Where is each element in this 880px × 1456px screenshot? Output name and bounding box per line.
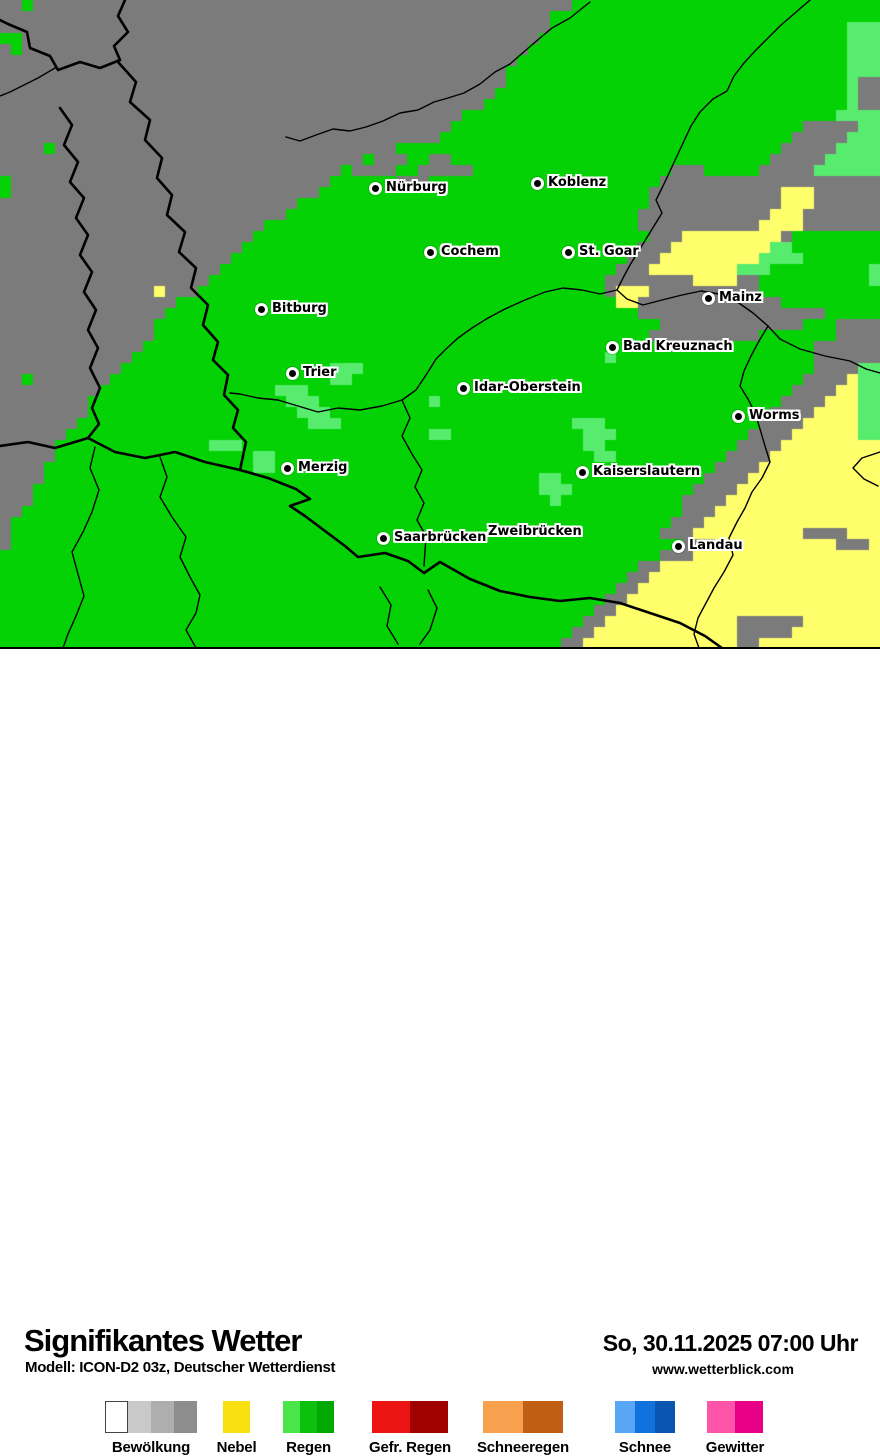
border-line	[379, 586, 399, 645]
city-label: Bad Kreuznach	[623, 339, 733, 354]
weather-map: Nürburg Koblenz Cochem St. Goar Bitburg Mainz…	[0, 0, 880, 649]
city-dot-icon	[457, 382, 470, 395]
city-dot-icon	[255, 303, 268, 316]
city-label: Trier	[303, 365, 337, 380]
legend-swatch	[635, 1401, 655, 1433]
legend-swatch	[615, 1401, 635, 1433]
legend: Bewölkung Nebel Regen Gefr. Regen Schneerege…	[0, 649, 880, 1456]
border-line	[62, 446, 100, 647]
border-line	[58, 106, 102, 440]
legend-swatch	[128, 1401, 151, 1433]
legend-swatch	[483, 1401, 523, 1433]
border-line	[0, 0, 130, 72]
border-line	[693, 325, 771, 647]
legend-swatch	[223, 1401, 250, 1433]
city-dot-icon	[286, 367, 299, 380]
city-dot-icon	[576, 466, 589, 479]
city-dot-icon	[531, 177, 544, 190]
border-line	[852, 451, 880, 487]
city-dot-icon	[672, 540, 685, 553]
legend-swatch	[105, 1401, 128, 1433]
legend-swatch	[735, 1401, 763, 1433]
website-url: www.wetterblick.com	[652, 1361, 794, 1377]
legend-swatch	[707, 1401, 735, 1433]
legend-swatch	[283, 1401, 300, 1433]
legend-label: Gewitter	[705, 1439, 765, 1456]
legend-label: Schneeregen	[476, 1439, 569, 1456]
legend-swatch	[410, 1401, 448, 1433]
legend-swatch	[174, 1401, 197, 1433]
city-dot-icon	[562, 246, 575, 259]
legend-swatch	[317, 1401, 334, 1433]
legend-swatch	[523, 1401, 563, 1433]
border-line	[779, 338, 880, 374]
city-label: Idar-Oberstein	[474, 380, 581, 395]
border-line	[285, 1, 591, 142]
city-label: Landau	[689, 538, 743, 553]
map-footer: Signifikantes Wetter So, 30.11.2025 07:0…	[0, 649, 880, 1456]
city-label: Saarbrücken	[394, 530, 487, 545]
city-label: St. Goar	[579, 244, 639, 259]
city-label: Merzig	[298, 460, 348, 475]
border-lines	[0, 0, 880, 647]
border-line	[0, 67, 56, 97]
city-label: Mainz	[719, 290, 762, 305]
city-dot-icon	[606, 341, 619, 354]
city-label: Nürburg	[386, 180, 447, 195]
border-line	[419, 589, 438, 645]
border-line	[616, 0, 811, 340]
border-line	[159, 456, 201, 647]
city-label: Worms	[749, 408, 800, 423]
city-label: Zweibrücken	[488, 524, 582, 539]
legend-swatch	[151, 1401, 174, 1433]
city-dot-icon	[377, 532, 390, 545]
border-line	[229, 287, 618, 413]
border-line	[401, 399, 427, 567]
city-dot-icon	[732, 410, 745, 423]
city-dot-icon	[281, 462, 294, 475]
legend-swatch	[372, 1401, 410, 1433]
forecast-datetime: So, 30.11.2025 07:00 Uhr	[602, 1330, 859, 1356]
city-dot-icon	[424, 246, 437, 259]
legend-swatch	[655, 1401, 675, 1433]
city-label: Koblenz	[548, 175, 607, 190]
city-dot-icon	[369, 182, 382, 195]
city-label: Bitburg	[272, 301, 327, 316]
model-info: Modell: ICON-D2 03z, Deutscher Wetterdie…	[25, 1359, 336, 1376]
page-title: Signifikantes Wetter	[24, 1323, 302, 1358]
border-line	[0, 436, 723, 647]
precipitation-raster	[0, 0, 880, 647]
city-dot-icon	[702, 292, 715, 305]
city-label: Cochem	[441, 244, 499, 259]
legend-swatch	[300, 1401, 317, 1433]
city-label: Kaiserslautern	[593, 464, 701, 479]
border-line	[116, 60, 248, 472]
